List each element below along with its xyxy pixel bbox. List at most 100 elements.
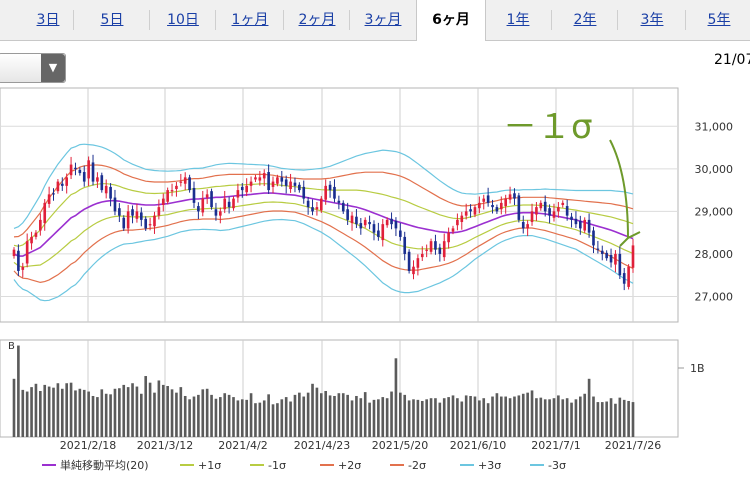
candle-body [52,193,55,195]
volume-bar [91,395,95,437]
candle-body [473,207,477,215]
candle-body [565,206,569,216]
volume-bar [622,399,626,437]
candle-body [254,177,257,180]
legend-label: +3σ [478,459,501,472]
volume-bar [460,401,464,437]
tab-10-days[interactable]: 10日 [167,12,199,28]
volume-bar [249,393,253,437]
band-minus-3-sigma [13,218,634,302]
tab-2-years[interactable]: 2年 [573,12,597,28]
candle-body [333,186,336,199]
volume-bar [144,376,148,437]
tab-divider [685,10,686,30]
volume-bar [478,400,481,437]
candle-body [622,273,626,284]
volume-bar [192,396,196,437]
volume-bar [447,397,450,437]
volume-bar [135,386,139,437]
candle-body [280,177,284,182]
tab-3-days[interactable]: 3日 [36,12,60,28]
legend-label: -1σ [268,459,286,472]
candle-body [587,219,591,233]
legend-label: -2σ [408,459,426,472]
candle-body [113,197,117,212]
candle-body [34,232,38,237]
tab-3-years[interactable]: 3年 [640,12,664,28]
volume-bar [385,398,389,437]
volume-bar [161,384,165,437]
tab-1-year[interactable]: 1年 [506,12,530,28]
volume-bar [236,400,240,437]
candle-body [451,228,455,232]
legend-label: 単純移動平均(20) [60,458,149,472]
tab-divider [617,10,618,30]
candle-body [197,206,200,212]
candle-body [631,245,635,268]
volume-bar [69,382,73,437]
volume-bar [315,387,319,437]
x-tick-label: 2021/3/12 [137,439,193,452]
volume-bar [30,387,33,437]
candle-body [69,164,73,176]
tab-5-years[interactable]: 5年 [707,12,731,28]
candle-body [535,207,538,215]
candle-body [91,162,95,182]
candle-body [548,208,551,216]
volume-bar [592,396,595,437]
volume-bar [122,384,126,437]
volume-bar [324,390,328,437]
volume-bar [276,403,279,437]
candle-body [148,224,152,226]
legend-label: +1σ [198,459,221,472]
volume-bar [47,386,51,437]
candle-body [214,209,218,216]
volume-bar [65,383,68,437]
tab-divider [349,10,350,30]
band-plus-1-sigma [13,183,634,247]
chevron-down-icon[interactable]: ▼ [41,54,65,82]
volume-bar [543,399,547,437]
candle-body [311,207,314,212]
band-plus-2-sigma [13,164,634,238]
volume-bar [183,395,187,437]
volume-bar [78,388,82,437]
volume-bar [570,402,573,437]
chart-type-dropdown[interactable]: ▼ [0,53,66,83]
candle-body [530,211,534,223]
volume-bar [341,393,345,437]
tab-1-month[interactable]: 1ヶ月 [231,12,269,28]
candle-body [491,205,494,208]
candle-body [284,179,288,186]
tab-5-days[interactable]: 5日 [100,12,124,28]
candle-body [118,208,121,216]
tab-3-months[interactable]: 3ヶ月 [364,12,402,28]
volume-bar [311,383,314,437]
candle-body [201,198,205,213]
volume-bar [372,399,376,437]
candle-body [372,224,376,233]
tab-2-months[interactable]: 2ヶ月 [298,12,336,28]
volume-bar [223,393,227,437]
candle-body [166,190,169,202]
volume-bar [219,397,222,437]
annotation-arrowhead [619,231,641,247]
candle-body [359,223,363,229]
volume-bar [412,399,415,437]
candlesticks [12,154,635,291]
candle-body [82,172,86,182]
volume-bar [227,394,231,437]
candle-body [139,212,143,220]
volume-bar [482,398,486,437]
tab-6-months[interactable]: 6ヶ月 [416,0,486,41]
volume-bar [609,398,613,437]
volume-bars [12,345,635,437]
volume-bar [579,396,582,437]
volume-bar [521,393,525,437]
candle-body [381,224,385,241]
volume-bar [306,392,310,437]
candle-body [425,249,428,251]
candle-body [78,169,82,174]
volume-bar [495,393,499,437]
volume-axis-label: B [8,341,15,352]
